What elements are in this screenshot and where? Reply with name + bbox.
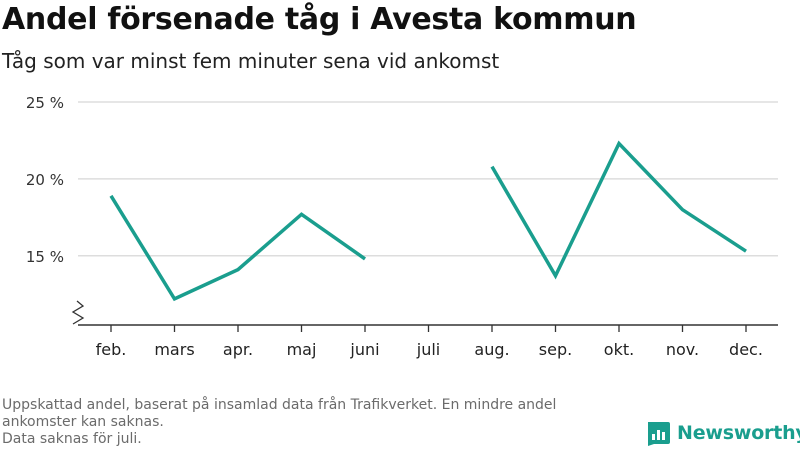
chart-title: Andel försenade tåg i Avesta kommun	[2, 2, 637, 37]
y-tick-label-1: 20 %	[26, 171, 64, 189]
x-tick-label-5: juli	[416, 340, 440, 359]
x-tick-label-6: aug.	[474, 340, 509, 359]
x-tick-label-10: dec.	[729, 340, 763, 359]
grid-lines	[78, 101, 778, 257]
x-axis	[71, 300, 778, 326]
x-tick-label-0: feb.	[96, 340, 127, 359]
y-axis-break-icon	[71, 300, 85, 325]
y-tick-label-0: 15 %	[26, 248, 64, 266]
x-tick-label-8: okt.	[604, 340, 634, 359]
y-tick-label-2: 25 %	[26, 94, 64, 112]
newsworthy-logo-icon	[648, 422, 670, 446]
x-axis-ticks: feb. mars apr. maj juni juli aug. sep. okt. nov. d…	[96, 325, 763, 359]
footnote-missing-data: Data saknas för juli.	[2, 431, 142, 447]
series-lines	[109, 140, 747, 302]
series-line-segment-0-0	[109, 194, 367, 302]
x-tick-label-9: nov.	[666, 340, 699, 359]
footnote: Uppskattad andel, baserat på insamlad da…	[2, 397, 632, 448]
x-tick-label-7: sep.	[539, 340, 572, 359]
brand-logo: Newsworthy	[645, 420, 800, 446]
x-tick-label-1: mars	[154, 340, 194, 359]
x-tick-label-3: maj	[287, 340, 317, 359]
x-tick-label-4: juni	[349, 340, 379, 359]
x-tick-label-2: apr.	[223, 340, 253, 359]
series-line-segment-0-1	[490, 140, 747, 280]
chart-subtitle: Tåg som var minst fem minuter sena vid a…	[2, 49, 500, 73]
y-axis-ticks: 15 % 20 % 25 %	[26, 94, 64, 266]
footnote-source: Uppskattad andel, baserat på insamlad da…	[2, 397, 557, 430]
brand-name: Newsworthy	[677, 422, 800, 444]
